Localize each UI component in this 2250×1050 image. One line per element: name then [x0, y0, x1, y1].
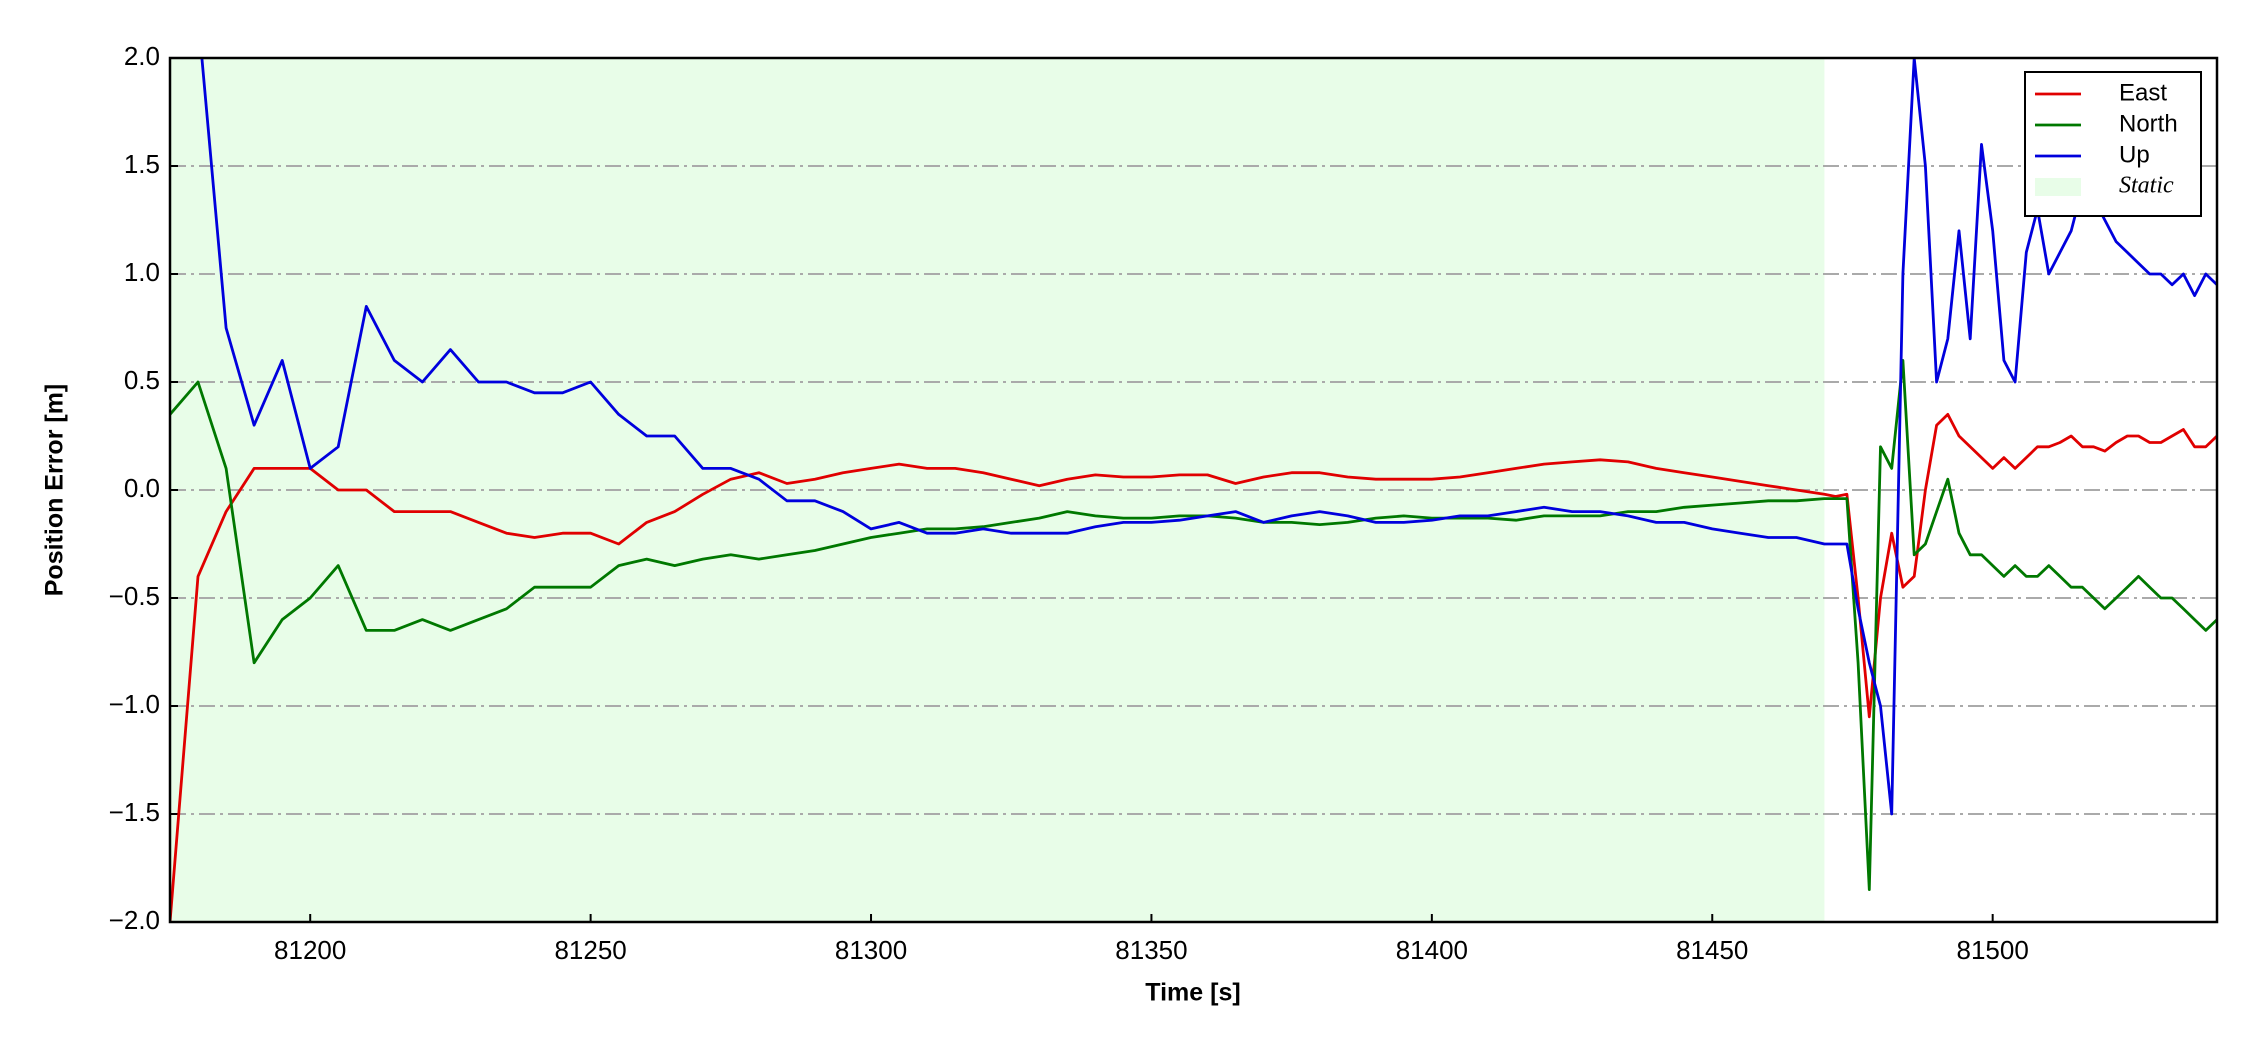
legend-label: Up [2119, 141, 2150, 168]
plot-area [170, 58, 2217, 922]
x-tick-label: 81250 [554, 935, 626, 965]
x-tick-label: 81500 [1957, 935, 2029, 965]
legend-label: North [2119, 110, 2178, 137]
y-tick-label: 2.0 [124, 41, 160, 71]
y-tick-label: 0.0 [124, 473, 160, 503]
x-tick-label: 81200 [274, 935, 346, 965]
y-tick-label: −0.5 [109, 581, 160, 611]
legend-label: Static [2119, 173, 2174, 199]
x-tick-label: 81450 [1676, 935, 1748, 965]
x-tick-label: 81350 [1115, 935, 1187, 965]
x-axis-label: Time [s] [1145, 979, 1240, 1007]
legend-swatch [2035, 178, 2081, 196]
series-line [170, 58, 2217, 816]
y-tick-label: 1.5 [124, 149, 160, 179]
y-tick-label: 1.0 [124, 257, 160, 287]
x-tick-label: 81300 [835, 935, 907, 965]
y-axis-label: Position Error [m] [41, 384, 69, 597]
y-tick-label: −2.0 [109, 905, 160, 935]
y-tick-label: 0.5 [124, 365, 160, 395]
plot-frame [168, 56, 2219, 924]
y-tick-label: −1.0 [109, 689, 160, 719]
y-tick-label: −1.5 [109, 797, 160, 827]
x-tick-label: 81400 [1396, 935, 1468, 965]
series-line [170, 413, 2217, 922]
series-line [170, 359, 2217, 891]
legend-label: East [2119, 79, 2167, 106]
